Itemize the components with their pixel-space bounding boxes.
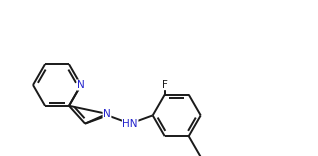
Text: HN: HN xyxy=(122,119,138,129)
Text: N: N xyxy=(77,80,85,90)
Text: N: N xyxy=(103,109,111,119)
Text: F: F xyxy=(162,80,168,90)
